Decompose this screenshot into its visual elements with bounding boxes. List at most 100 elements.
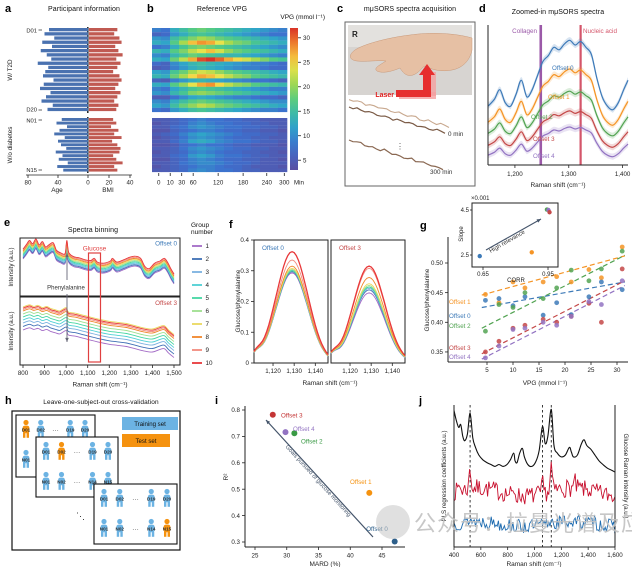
heatmap-cell xyxy=(179,157,189,162)
pls-coefficients-trace-blue xyxy=(453,514,616,534)
age-bar xyxy=(47,107,88,112)
colorbar xyxy=(290,28,298,170)
person-leg xyxy=(104,501,107,507)
bmi-bar xyxy=(89,61,121,65)
person-leg xyxy=(148,531,151,537)
bmi-bar xyxy=(89,143,118,147)
x-tick-label: 1,000 xyxy=(58,370,74,377)
offset3-group-curve xyxy=(22,323,175,355)
x-tick-label: 1,400 xyxy=(615,171,631,178)
heatmap-cell xyxy=(242,146,252,151)
heatmap-cell xyxy=(206,118,216,122)
heatmap-cell xyxy=(269,74,279,79)
heatmap-cell xyxy=(224,164,234,169)
heatmap-cell xyxy=(152,154,162,158)
heatmap-cell xyxy=(233,36,243,41)
bmi-bar xyxy=(89,139,113,143)
bmi-bar xyxy=(89,132,115,136)
laser-beam-horizontal xyxy=(396,90,431,97)
point-label: Offset 4 xyxy=(293,426,315,433)
bmi-bar xyxy=(89,107,117,112)
heatmap-cell xyxy=(269,146,279,151)
heatmap-cell xyxy=(242,49,252,54)
heatmap-cell xyxy=(188,150,198,155)
cbar-tick-label: 20 xyxy=(303,84,310,91)
bmi-bar xyxy=(89,103,119,107)
heatmap-cell xyxy=(224,40,234,45)
data-point xyxy=(483,328,488,334)
person-icon xyxy=(147,518,155,537)
age-bar xyxy=(67,125,88,129)
heatmap-cell xyxy=(197,168,207,173)
person-id-label: D19 xyxy=(88,450,97,455)
bmi-bar xyxy=(89,44,116,49)
heatmap-cell xyxy=(269,125,279,129)
data-point-Offset 1 xyxy=(366,489,373,496)
offset0-group-curve xyxy=(22,246,175,282)
person-leg xyxy=(105,454,108,460)
heatmap-cell xyxy=(278,154,288,158)
data-point xyxy=(496,343,502,349)
person-head xyxy=(23,419,29,426)
panel-label-j: j xyxy=(419,395,423,407)
heatmap-cell xyxy=(152,164,162,169)
photo-tag-r: R xyxy=(352,30,358,39)
heatmap-cell xyxy=(170,128,180,133)
heatmap-cell xyxy=(215,40,225,45)
heatmap-cell xyxy=(161,161,171,165)
heatmap-cell xyxy=(179,154,189,158)
person-id-label: N15 xyxy=(163,527,172,532)
data-point xyxy=(554,274,560,280)
heatmap-cell xyxy=(233,139,243,144)
bmi-bar xyxy=(89,49,119,53)
heatmap-cell xyxy=(170,125,180,129)
heatmap-cell xyxy=(206,143,216,147)
data-point xyxy=(619,248,625,254)
heatmap-cell xyxy=(224,128,234,133)
heatmap-cell xyxy=(233,161,243,165)
data-point xyxy=(619,244,625,250)
x-tick-label: 40 xyxy=(127,180,134,187)
age-bar xyxy=(56,121,88,125)
heatmap-cell xyxy=(242,78,252,83)
heatmap-cell xyxy=(152,107,162,113)
heatmap-cell xyxy=(170,57,180,62)
heatmap-cell xyxy=(260,132,270,137)
heatmap-cell xyxy=(197,150,207,155)
heatmap-cell xyxy=(278,139,288,144)
person-body xyxy=(58,447,65,456)
bmi-bar xyxy=(89,28,118,32)
x-tick-label: 25 xyxy=(588,367,595,374)
heatmap-cell xyxy=(161,78,171,83)
heatmap-cell xyxy=(170,99,180,104)
heatmap-cell xyxy=(251,136,261,140)
person-leg xyxy=(37,432,41,438)
heatmap-cell xyxy=(215,161,225,165)
heatmap-cell xyxy=(197,107,207,113)
person-leg xyxy=(23,462,26,468)
cbar-tick-label: 15 xyxy=(303,108,310,115)
heatmap-cell xyxy=(242,82,252,87)
y-tick-label: 0.40 xyxy=(431,320,444,327)
person-leg xyxy=(101,531,104,537)
heatmap-cell xyxy=(197,161,207,165)
fold-ellipsis: ⋱ xyxy=(76,511,85,521)
heatmap-cell xyxy=(269,154,279,158)
person-icon xyxy=(116,488,124,507)
spectrum-trace-1 xyxy=(348,99,450,128)
heatmap-cell xyxy=(179,53,189,58)
fit-line-Offset 1 xyxy=(481,255,625,296)
heatmap-cell xyxy=(278,118,288,122)
heatmap-cell xyxy=(152,86,162,92)
heatmap-cell xyxy=(233,132,243,137)
person-id-label: D20 xyxy=(104,450,113,455)
inset-point xyxy=(477,253,482,259)
panel-a-title: Participant information xyxy=(48,6,120,13)
heatmap-cell xyxy=(188,121,198,126)
heatmap-cell xyxy=(161,146,171,151)
data-point xyxy=(554,322,560,328)
inset-x-label: CORR xyxy=(507,278,525,284)
heatmap-cell xyxy=(242,136,252,140)
heatmap-cell xyxy=(260,168,270,173)
